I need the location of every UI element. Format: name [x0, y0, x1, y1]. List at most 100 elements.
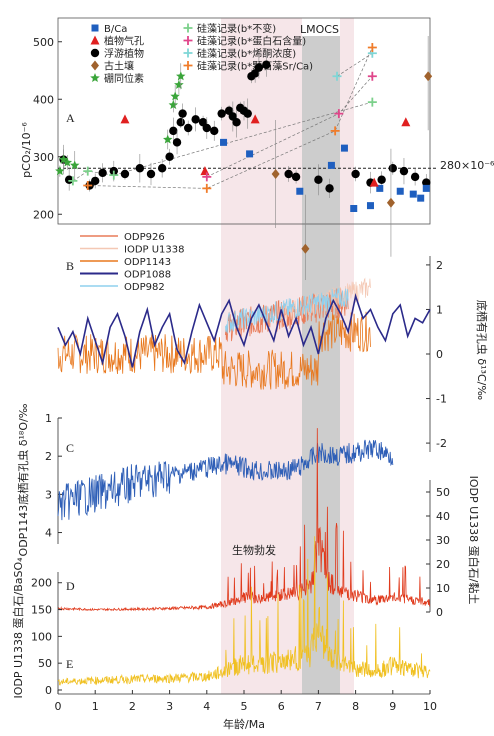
- point-square: [422, 184, 430, 192]
- point-plus: [367, 43, 377, 52]
- panel-c-marks: [57, 439, 394, 521]
- point-diamond: [301, 243, 310, 254]
- panel-a-y-ticks: 200 300 400 500: [33, 36, 62, 221]
- d-y-tick-label: 10: [436, 582, 450, 595]
- point-circle: [284, 169, 293, 179]
- point-star: [168, 100, 179, 109]
- point-plus: [332, 71, 342, 81]
- point-circle: [291, 172, 301, 182]
- note-label: 生物勃发: [232, 543, 276, 557]
- point-star: [70, 160, 80, 170]
- x-tick-label: 6: [278, 700, 285, 713]
- c-y-tick-label: 1: [45, 412, 52, 425]
- point-circle: [98, 168, 107, 178]
- panel-b-y-ticks: 2 1 0 -1 -2: [426, 256, 447, 452]
- point-square: [327, 161, 335, 169]
- legend-marker: [90, 48, 100, 58]
- point-circle: [157, 164, 167, 173]
- point-square: [417, 194, 425, 202]
- point-plus: [367, 97, 377, 107]
- point-plus: [334, 109, 344, 119]
- point-diamond: [386, 197, 395, 208]
- legend-marker: [91, 24, 99, 32]
- point-square: [350, 205, 358, 212]
- legend-b-label: ODP1088: [124, 270, 171, 281]
- point-plus: [83, 181, 93, 190]
- a-y-tick-label: 500: [33, 36, 54, 49]
- reference-line-label: 280×10⁻⁶: [440, 159, 494, 172]
- legend-label: 植物气孔: [104, 35, 144, 48]
- x-tick-label: 1: [92, 700, 99, 713]
- point-plus: [202, 183, 212, 193]
- x-axis-ticks: 0 1 2 3 4 5 6 7 8 9 10: [55, 690, 437, 713]
- point-plus: [330, 126, 340, 136]
- legend-label: 浮游植物: [104, 47, 144, 60]
- e-y-tick-label: 100: [31, 630, 52, 643]
- x-axis-label: 年龄/Ma: [223, 717, 265, 731]
- a-y-tick-label: 200: [33, 208, 54, 221]
- point-circle: [202, 123, 211, 133]
- point-square: [246, 150, 254, 158]
- point-circle: [325, 184, 334, 193]
- x-tick-label: 5: [241, 700, 248, 713]
- point-square: [396, 187, 404, 195]
- legend-b-label: ODP926: [124, 232, 165, 243]
- legend-b-label: IODP U1338: [124, 245, 185, 256]
- x-tick-label: 3: [166, 700, 173, 713]
- panel-d-y-ticks: 0 10 20 30 40 50: [426, 480, 450, 619]
- point-circle: [388, 164, 397, 173]
- panel-e-y-ticks: 0 50 100 150 200: [31, 572, 62, 697]
- point-triangle: [369, 177, 379, 187]
- panel-d-marks: [57, 428, 431, 612]
- series-odp1143-d18o-line: [57, 439, 394, 521]
- panel-b-ylabel: 底栖有孔虫 δ¹³C/‰: [475, 300, 489, 400]
- b-y-tick-label: -1: [436, 393, 447, 406]
- legend-marker: [183, 36, 193, 45]
- point-triangle: [401, 117, 411, 127]
- legend-label: B/Ca: [104, 24, 127, 35]
- d-y-tick-label: 50: [436, 486, 450, 499]
- point-star: [55, 166, 65, 176]
- diatom-connector-line: [336, 53, 373, 77]
- b-y-tick-label: 1: [436, 303, 443, 316]
- b-y-tick-label: -2: [436, 437, 447, 450]
- a-y-tick-label: 400: [33, 93, 54, 106]
- point-circle: [243, 109, 252, 118]
- legend-label: 硼同位素: [104, 72, 144, 85]
- panel-e-marks: [57, 536, 431, 686]
- c-y-tick-label: 2: [45, 450, 52, 463]
- x-tick-label: 10: [423, 700, 437, 713]
- panel-a-letter: A: [66, 111, 75, 125]
- panel-d-letter: D: [66, 579, 75, 593]
- d-y-tick-label: 30: [436, 534, 450, 547]
- b-y-tick-label: 2: [436, 259, 443, 272]
- point-circle: [184, 123, 193, 133]
- point-triangle: [250, 114, 260, 124]
- panel-a-ylabel: pCO₂/10⁻⁶: [20, 122, 33, 178]
- legend-marker: [183, 48, 193, 58]
- point-circle: [210, 126, 219, 136]
- panel-b-marks: [57, 277, 431, 390]
- point-star: [163, 134, 173, 144]
- point-circle: [91, 176, 100, 186]
- point-circle: [254, 63, 264, 72]
- x-tick-label: 2: [129, 700, 136, 713]
- point-diamond: [271, 169, 280, 179]
- legend-label: 硅藻记录(b*不变): [197, 22, 276, 35]
- point-triangle: [200, 166, 210, 176]
- c-y-tick-label: 3: [45, 488, 52, 501]
- point-circle: [314, 175, 323, 184]
- point-circle: [262, 60, 271, 69]
- legend-b-label: ODP1143: [124, 257, 171, 268]
- diatom-connector-line: [87, 47, 373, 189]
- point-circle: [135, 164, 145, 173]
- legend-marker: [183, 23, 193, 33]
- c-y-tick-label: 4: [45, 527, 52, 540]
- x-tick-label: 4: [203, 700, 210, 713]
- point-circle: [120, 169, 130, 179]
- legend-label: 古土壤: [104, 60, 134, 73]
- series-odp1088-line: [57, 293, 431, 368]
- panel-a-marks: [55, 36, 433, 280]
- point-circle: [169, 126, 178, 136]
